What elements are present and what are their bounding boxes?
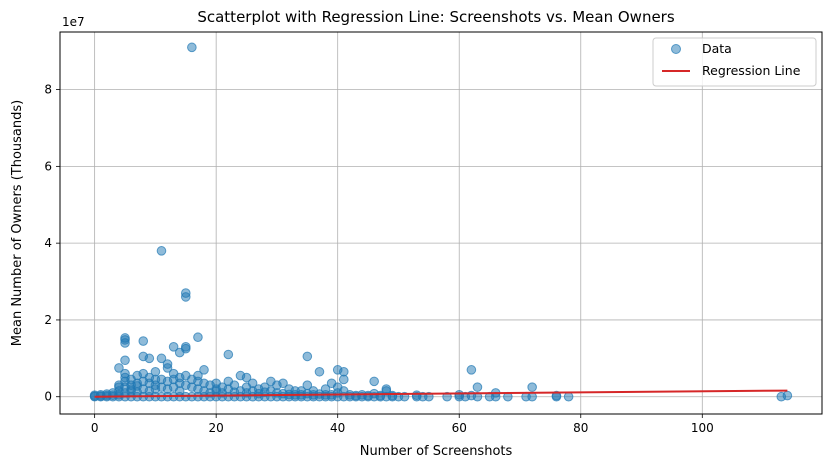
- data-point: [180, 288, 191, 298]
- data-point: [138, 336, 149, 346]
- legend-box: [652, 37, 817, 87]
- data-point: [120, 333, 130, 343]
- data-point: [223, 349, 234, 360]
- legend-data-marker: [671, 44, 681, 54]
- data-point: [199, 365, 209, 375]
- data-point: [278, 378, 288, 389]
- x-axis-ticks: 0 20 40 60 80 100: [91, 414, 714, 435]
- data-point: [302, 380, 313, 391]
- data-point: [150, 366, 161, 377]
- regression-line-path: [94, 389, 788, 398]
- y-offset-label: 1e7: [62, 15, 85, 29]
- y-tick-label: 6: [44, 159, 52, 173]
- data-point: [156, 353, 167, 364]
- legend-entry-regression: Regression Line: [702, 63, 801, 78]
- data-point: [193, 332, 203, 343]
- data-point: [144, 353, 155, 364]
- regression-line: [94, 389, 788, 398]
- data-point: [320, 384, 331, 394]
- data-point: [114, 363, 124, 373]
- x-tick-label: 0: [91, 421, 99, 435]
- data-point: [369, 376, 379, 387]
- x-axis-label: Number of Screenshots: [360, 444, 513, 459]
- legend: Data Regression Line: [652, 37, 817, 87]
- data-point: [338, 366, 349, 377]
- data-points: [89, 42, 793, 402]
- legend-entry-data: Data: [702, 41, 732, 56]
- data-point: [466, 365, 477, 375]
- x-tick-label: 60: [452, 421, 467, 435]
- data-point: [782, 390, 793, 401]
- data-point: [241, 372, 252, 383]
- data-point: [180, 342, 191, 352]
- grid-lines: [60, 32, 822, 414]
- y-tick-label: 8: [44, 83, 52, 97]
- y-tick-label: 2: [44, 313, 52, 327]
- data-point: [156, 246, 167, 256]
- y-axis-ticks: 0 2 4 6 8: [44, 83, 60, 404]
- chart-title: Scatterplot with Regression Line: Screen…: [197, 8, 674, 26]
- data-point: [187, 42, 197, 53]
- data-point: [472, 382, 483, 392]
- x-tick-label: 40: [330, 421, 345, 435]
- x-tick-label: 20: [209, 421, 224, 435]
- data-point: [314, 366, 325, 377]
- x-tick-label: 80: [573, 421, 588, 435]
- data-point: [302, 351, 313, 362]
- data-point: [527, 382, 537, 392]
- data-point: [168, 342, 179, 352]
- data-point: [120, 355, 130, 366]
- y-axis-label: Mean Number of Owners (Thousands): [10, 100, 25, 346]
- data-point: [247, 378, 258, 389]
- y-tick-label: 4: [44, 236, 52, 250]
- x-tick-label: 100: [691, 421, 714, 435]
- plot-area: [59, 31, 823, 415]
- data-point: [563, 391, 574, 402]
- data-point: [162, 359, 173, 369]
- data-point: [229, 380, 240, 391]
- y-tick-label: 0: [44, 390, 52, 404]
